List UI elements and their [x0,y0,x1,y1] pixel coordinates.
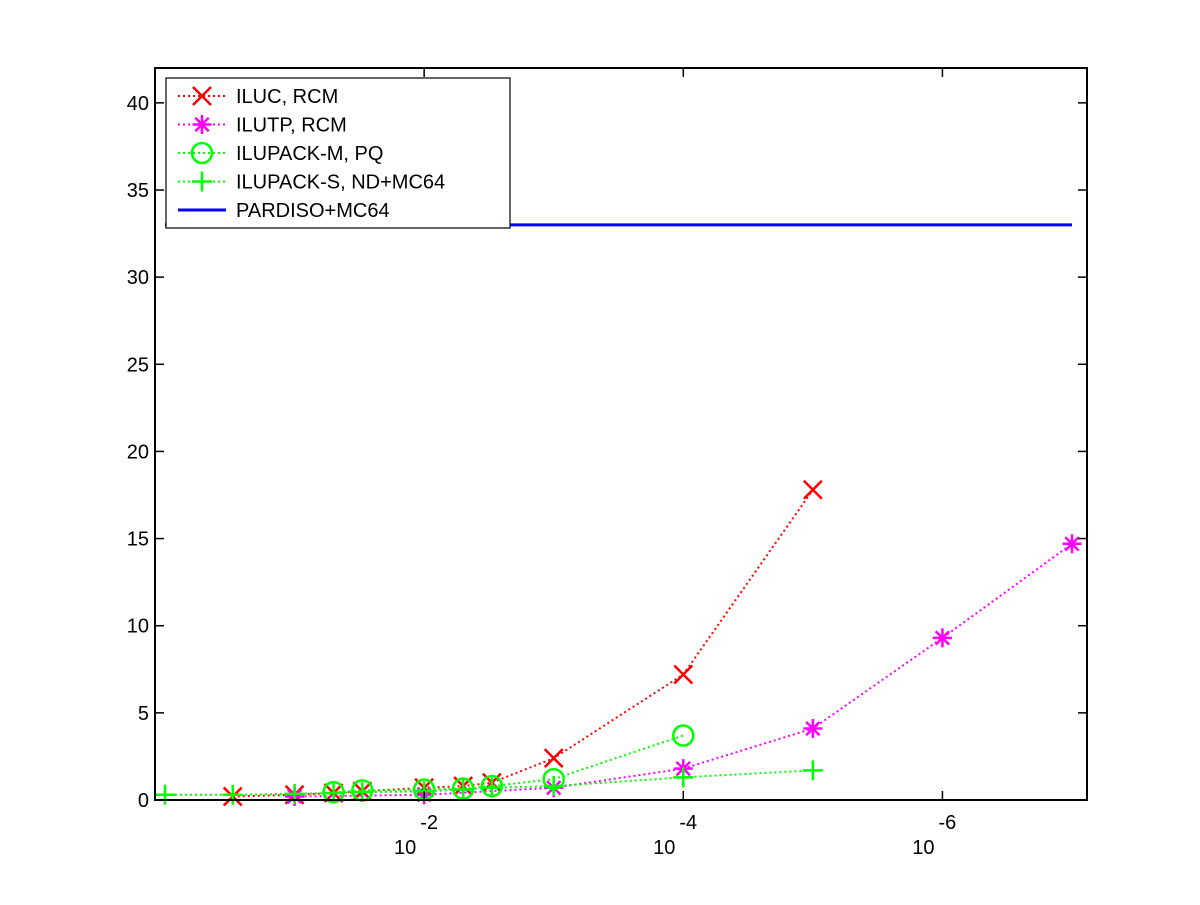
y-tick-label: 20 [127,441,149,463]
data-point-ilupack-s-nd-mc64 [673,767,694,788]
legend-item-ilupack-s-nd-mc64: ILUPACK-S, ND+MC64 [178,171,445,194]
data-point-iluc-rcm [802,479,823,500]
x-tick-base: 10 [394,837,416,859]
legend-marker-ilutp-rcm [192,115,212,134]
data-point-ilupack-s-nd-mc64 [481,777,502,798]
legend-marker-iluc-rcm [192,86,212,106]
legend-label-ilutp-rcm: ILUTP, RCM [236,115,347,137]
legend-item-ilupack-m-pq: ILUPACK-M, PQ [178,141,383,165]
y-tick-label: 0 [138,790,149,812]
y-tick-label: 5 [138,703,149,725]
data-point-ilutp-rcm [1062,534,1082,554]
legend-marker-ilupack-m-pq [190,141,214,165]
y-tick-label: 25 [127,354,149,376]
x-tick-exponent: -4 [679,812,697,834]
data-point-ilupack-s-nd-mc64 [453,779,474,800]
x-tick-base: 10 [912,837,934,859]
series-ilutp-rcm [285,534,1082,807]
data-point-iluc-rcm [543,748,564,769]
y-tick-label: 10 [127,616,149,638]
data-point-ilupack-s-nd-mc64 [352,782,373,803]
legend: ILUC, RCM ILUTP, RCM ILUPACK-M, PQ ILUPACK-… [165,77,511,229]
data-point-ilupack-s-nd-mc64 [802,760,823,781]
series-iluc-rcm [222,479,823,807]
y-tick-label: 40 [127,93,149,115]
series-ilupack-m-pq [322,724,695,804]
data-point-ilutp-rcm [803,719,823,739]
axes-frame [154,67,1088,801]
legend-label-iluc-rcm: ILUC, RCM [236,86,338,108]
series-line-ilutp-rcm [294,542,1073,798]
legend-label-pardiso-mc64: PARDISO+MC64 [236,200,390,222]
legend-item-iluc-rcm: ILUC, RCM [178,86,338,108]
legend-label-ilupack-s-nd-mc64: ILUPACK-S, ND+MC64 [236,172,445,194]
data-point-iluc-rcm [673,664,694,685]
legend-item-pardiso-mc64: PARDISO+MC64 [178,200,390,222]
x-tick-exponent: -6 [939,812,957,834]
series-line-iluc-rcm [232,489,814,798]
data-point-ilutp-rcm [932,628,952,648]
legend-marker-ilupack-s-nd-mc64 [192,171,212,192]
x-tick-exponent: -2 [420,812,438,834]
legend-item-ilutp-rcm: ILUTP, RCM [178,115,347,137]
y-tick-label: 15 [127,529,149,551]
series-layer [155,223,1082,807]
data-point-ilupack-s-nd-mc64 [222,784,243,805]
data-point-ilupack-m-pq [672,724,695,747]
legend-label-ilupack-m-pq: ILUPACK-M, PQ [236,143,383,165]
x-tick-base: 10 [653,837,675,859]
y-tick-label: 35 [127,180,149,202]
y-tick-label: 30 [127,267,149,289]
data-point-ilupack-s-nd-mc64 [543,776,564,797]
series-line-ilupack-m-pq [333,734,684,794]
data-point-ilupack-s-nd-mc64 [155,784,175,805]
